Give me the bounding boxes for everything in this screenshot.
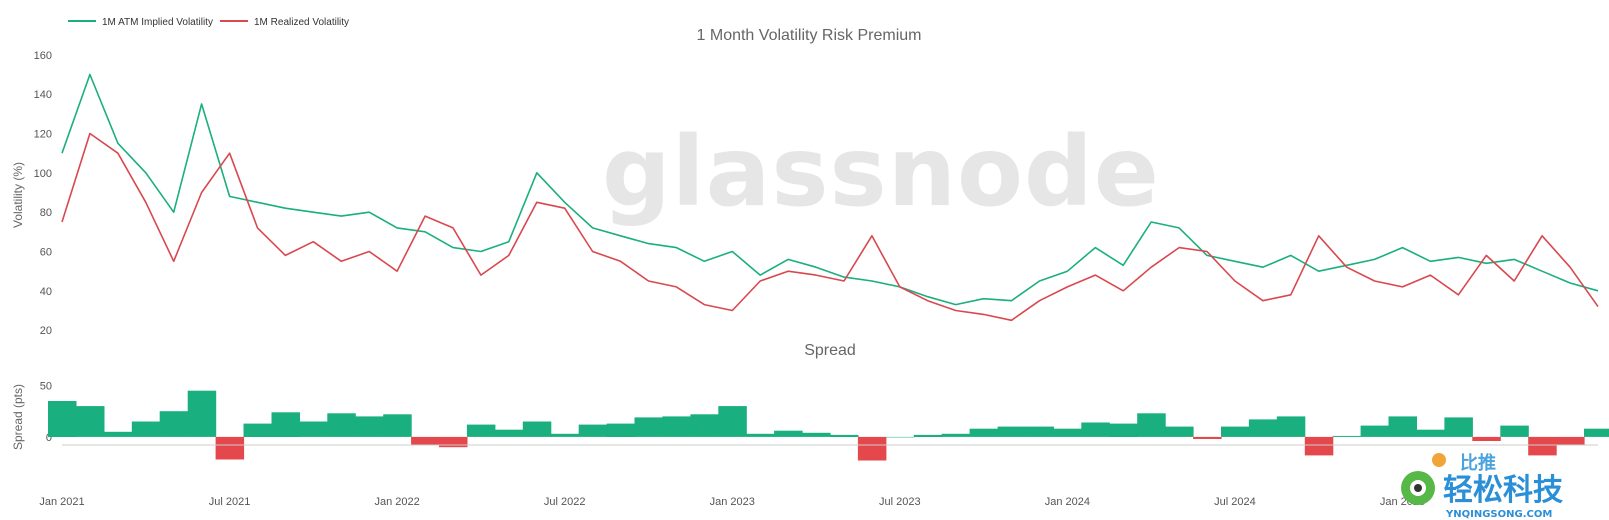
- spread-y-axis-title: Spread (pts): [11, 384, 25, 450]
- spread-bar: [718, 406, 747, 437]
- spread-bar: [913, 434, 943, 437]
- spread-bar: [1360, 425, 1390, 437]
- x-tick-label: Jul 2022: [544, 496, 586, 508]
- spread-bar: [1472, 436, 1501, 441]
- spread-bar: [997, 426, 1027, 437]
- x-tick-label: Jan 2023: [710, 496, 755, 508]
- spread-bar: [1304, 436, 1334, 456]
- spread-bar: [439, 436, 468, 448]
- x-tick-label: Jul 2024: [1214, 496, 1256, 508]
- spread-bar: [522, 421, 552, 437]
- spread-area: [48, 390, 1609, 461]
- implied-volatility-line: [61, 73, 1599, 306]
- x-tick-label: Jan 2021: [39, 496, 84, 508]
- main-y-tick-label: 80: [40, 207, 52, 219]
- spread-bar: [1109, 423, 1138, 437]
- spread-bar: [578, 424, 608, 437]
- spread-bar: [1556, 436, 1585, 446]
- spread-bar: [243, 423, 272, 437]
- spread-bar: [606, 423, 636, 437]
- spread-bar: [802, 432, 831, 437]
- stamp-bitcoin-icon: [1432, 453, 1446, 467]
- spread-bar: [1444, 417, 1473, 437]
- spread-bar: [941, 433, 971, 437]
- spread-bar: [634, 417, 663, 437]
- spread-bar: [1081, 422, 1110, 437]
- spread-bar: [1248, 419, 1278, 437]
- legend-label-implied: 1M ATM Implied Volatility: [102, 17, 213, 28]
- spread-bar: [159, 411, 189, 437]
- main-chart-title: 1 Month Volatility Risk Premium: [697, 27, 922, 44]
- spread-bar: [830, 434, 859, 437]
- spread-y-axis: 0 50: [40, 381, 52, 444]
- main-plot-lines: [61, 73, 1599, 322]
- legend: 1M ATM Implied Volatility 1M Realized Vo…: [68, 17, 349, 28]
- stamp-logo-pupil-icon: [1414, 484, 1422, 492]
- x-tick-label: Jan 2022: [374, 496, 419, 508]
- stamp-url-text: YNQINGSONG.COM: [1445, 509, 1552, 520]
- x-tick-label: Jan 2024: [1045, 496, 1090, 508]
- spread-bar: [1137, 413, 1166, 437]
- main-y-tick-label: 120: [34, 129, 52, 141]
- main-y-tick-label: 40: [40, 286, 52, 298]
- spread-bar: [299, 421, 328, 437]
- spread-bar: [48, 401, 77, 437]
- spread-chart-title: Spread: [804, 342, 856, 359]
- spread-bar: [466, 424, 496, 437]
- spread-y-tick-label: 50: [40, 381, 52, 393]
- spread-bar: [969, 428, 999, 437]
- spread-bar: [1500, 425, 1529, 437]
- spread-bar: [1165, 426, 1194, 437]
- spread-bar: [383, 414, 412, 437]
- spread-bar: [494, 429, 524, 437]
- main-y-tick-label: 100: [34, 168, 52, 180]
- stamp-top-text: 比推: [1460, 452, 1496, 474]
- spread-bar: [131, 421, 161, 437]
- x-tick-label: Jul 2021: [209, 496, 251, 508]
- spread-bar: [1416, 429, 1445, 437]
- main-y-axis: 20 40 60 80 100 120 140 160: [34, 50, 52, 337]
- main-y-tick-label: 60: [40, 247, 52, 259]
- spread-bar: [1584, 428, 1609, 437]
- spread-bar: [774, 430, 803, 437]
- watermark-text: glassnode: [602, 116, 1160, 228]
- spread-y-tick-label: 0: [46, 432, 52, 444]
- spread-bar: [1221, 426, 1250, 437]
- spread-bar: [550, 433, 580, 437]
- spread-bar: [215, 436, 245, 460]
- spread-bar: [103, 431, 133, 437]
- spread-bar: [857, 436, 887, 461]
- spread-bar: [187, 390, 217, 437]
- stamp-main-text: 轻松科技: [1443, 473, 1563, 508]
- main-y-tick-label: 160: [34, 50, 52, 62]
- spread-bar: [1528, 436, 1557, 456]
- spread-bar: [1053, 428, 1082, 437]
- spread-bar: [662, 416, 691, 437]
- spread-bar: [1388, 416, 1417, 437]
- spread-bar: [411, 436, 440, 446]
- spread-bar: [746, 433, 775, 437]
- spread-bar: [355, 416, 384, 437]
- spread-bar: [885, 436, 915, 438]
- main-y-tick-label: 140: [34, 89, 52, 101]
- main-y-tick-label: 20: [40, 325, 52, 337]
- spread-bar: [690, 414, 719, 437]
- realized-volatility-line: [61, 132, 1599, 322]
- spread-bar: [1025, 426, 1054, 437]
- x-tick-label: Jul 2023: [879, 496, 921, 508]
- spread-bar: [327, 413, 356, 437]
- spread-bar: [1332, 435, 1362, 437]
- x-axis: Jan 2021 Jul 2021 Jan 2022 Jul 2022 Jan 2023…: [39, 496, 1425, 508]
- publisher-stamp: 比推 轻松科技 YNQINGSONG.COM: [1401, 452, 1563, 520]
- spread-bar: [271, 412, 300, 437]
- spread-bar: [76, 406, 105, 437]
- main-y-axis-title: Volatility (%): [11, 162, 25, 228]
- spread-bar: [1193, 436, 1222, 439]
- legend-label-realized: 1M Realized Volatility: [254, 17, 349, 28]
- spread-bar: [1276, 416, 1306, 437]
